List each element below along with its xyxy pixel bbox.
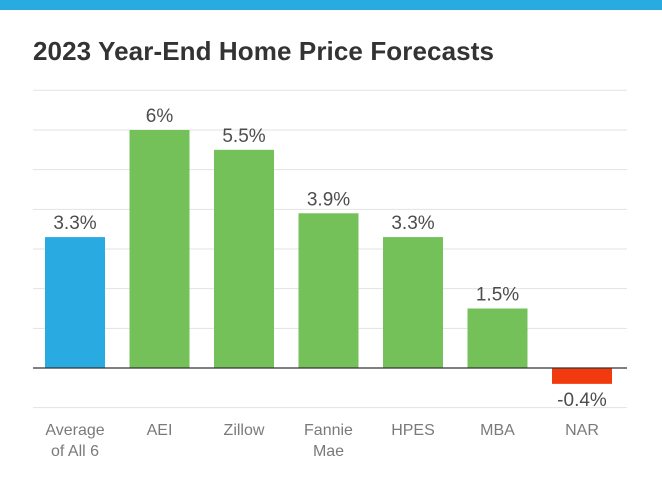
category-label: HPES	[391, 422, 435, 439]
bars	[45, 129, 612, 384]
value-label: 6%	[146, 106, 174, 127]
category-label: of All 6	[51, 443, 99, 460]
value-labels: 3.3% 6% 5.5% 3.9% 3.3% 1.5% -0.4%	[53, 106, 607, 411]
bar	[467, 308, 528, 368]
category-label: Average	[45, 422, 104, 439]
category-label: Zillow	[224, 422, 265, 439]
value-label: -0.4%	[557, 390, 607, 411]
value-label: 3.3%	[391, 213, 434, 234]
value-label: 3.3%	[53, 213, 96, 234]
chart-title: 2023 Year-End Home Price Forecasts	[33, 36, 495, 66]
category-labels: Average of All 6 AEI Zillow Fannie Mae HPES MBA…	[45, 422, 599, 460]
value-label: 5.5%	[222, 126, 265, 147]
category-label: Fannie	[304, 422, 353, 439]
category-label: MBA	[480, 422, 515, 439]
bar	[383, 237, 443, 368]
value-label: 3.9%	[307, 189, 350, 210]
bar	[214, 149, 274, 368]
bar	[298, 213, 359, 368]
value-label: 1.5%	[476, 284, 519, 305]
bar	[45, 237, 105, 368]
category-label: NAR	[565, 422, 599, 439]
category-label: AEI	[147, 422, 173, 439]
top-accent-bar	[0, 0, 662, 10]
bar	[552, 368, 612, 384]
bar	[129, 129, 190, 368]
category-label: Mae	[313, 443, 344, 460]
